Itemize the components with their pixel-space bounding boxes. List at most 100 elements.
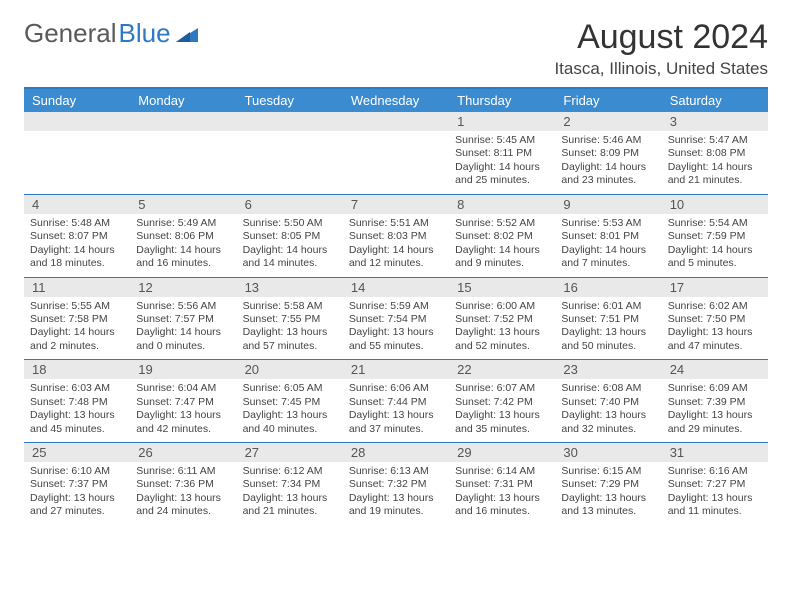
sunset-text: Sunset: 7:47 PM [136, 396, 230, 409]
sunset-text: Sunset: 7:51 PM [561, 313, 655, 326]
sunrise-text: Sunrise: 6:02 AM [668, 300, 762, 313]
daylight-text: Daylight: 13 hours and 29 minutes. [668, 409, 762, 436]
sunrise-text: Sunrise: 6:10 AM [30, 465, 124, 478]
day-number: 8 [449, 195, 555, 214]
sunset-text: Sunset: 8:01 PM [561, 230, 655, 243]
day-number: 13 [237, 278, 343, 297]
day-number: 22 [449, 360, 555, 379]
daylight-text: Daylight: 13 hours and 47 minutes. [668, 326, 762, 353]
day-cell: Sunrise: 5:54 AMSunset: 7:59 PMDaylight:… [662, 214, 768, 277]
sunset-text: Sunset: 7:48 PM [30, 396, 124, 409]
daylight-text: Daylight: 14 hours and 7 minutes. [561, 244, 655, 271]
sunrise-text: Sunrise: 6:08 AM [561, 382, 655, 395]
day-cell: Sunrise: 6:01 AMSunset: 7:51 PMDaylight:… [555, 297, 661, 360]
sunrise-text: Sunrise: 6:16 AM [668, 465, 762, 478]
day-number: 21 [343, 360, 449, 379]
day-cell: Sunrise: 6:04 AMSunset: 7:47 PMDaylight:… [130, 379, 236, 442]
sunset-text: Sunset: 7:39 PM [668, 396, 762, 409]
sunset-text: Sunset: 8:11 PM [455, 147, 549, 160]
day-cell: Sunrise: 5:55 AMSunset: 7:58 PMDaylight:… [24, 297, 130, 360]
daylight-text: Daylight: 13 hours and 24 minutes. [136, 492, 230, 519]
day-cell [237, 131, 343, 194]
day-cell: Sunrise: 5:51 AMSunset: 8:03 PMDaylight:… [343, 214, 449, 277]
daylight-text: Daylight: 13 hours and 40 minutes. [243, 409, 337, 436]
sunrise-text: Sunrise: 6:15 AM [561, 465, 655, 478]
sunrise-text: Sunrise: 6:00 AM [455, 300, 549, 313]
day-number: 5 [130, 195, 236, 214]
sunrise-text: Sunrise: 5:47 AM [668, 134, 762, 147]
cell-row: Sunrise: 6:03 AMSunset: 7:48 PMDaylight:… [24, 379, 768, 442]
day-cell: Sunrise: 5:53 AMSunset: 8:01 PMDaylight:… [555, 214, 661, 277]
daylight-text: Daylight: 13 hours and 57 minutes. [243, 326, 337, 353]
day-number [130, 112, 236, 131]
day-number: 4 [24, 195, 130, 214]
day-cell: Sunrise: 6:03 AMSunset: 7:48 PMDaylight:… [24, 379, 130, 442]
daylight-text: Daylight: 13 hours and 52 minutes. [455, 326, 549, 353]
page-root: GeneralBlue August 2024 Itasca, Illinois… [0, 0, 792, 541]
sunset-text: Sunset: 8:02 PM [455, 230, 549, 243]
day-cell: Sunrise: 5:56 AMSunset: 7:57 PMDaylight:… [130, 297, 236, 360]
day-number [343, 112, 449, 131]
cell-row: Sunrise: 5:48 AMSunset: 8:07 PMDaylight:… [24, 214, 768, 277]
daylight-text: Daylight: 13 hours and 45 minutes. [30, 409, 124, 436]
sunrise-text: Sunrise: 5:45 AM [455, 134, 549, 147]
daylight-text: Daylight: 14 hours and 25 minutes. [455, 161, 549, 188]
sunset-text: Sunset: 7:40 PM [561, 396, 655, 409]
daylight-text: Daylight: 14 hours and 23 minutes. [561, 161, 655, 188]
sunrise-text: Sunrise: 5:54 AM [668, 217, 762, 230]
day-cell: Sunrise: 6:10 AMSunset: 7:37 PMDaylight:… [24, 462, 130, 525]
cell-row: Sunrise: 5:55 AMSunset: 7:58 PMDaylight:… [24, 297, 768, 360]
daylight-text: Daylight: 13 hours and 27 minutes. [30, 492, 124, 519]
day-header: Saturday [662, 89, 768, 112]
day-cell: Sunrise: 5:45 AMSunset: 8:11 PMDaylight:… [449, 131, 555, 194]
day-number: 20 [237, 360, 343, 379]
day-cell: Sunrise: 6:13 AMSunset: 7:32 PMDaylight:… [343, 462, 449, 525]
daylight-text: Daylight: 14 hours and 2 minutes. [30, 326, 124, 353]
sunrise-text: Sunrise: 6:09 AM [668, 382, 762, 395]
day-header-row: Sunday Monday Tuesday Wednesday Thursday… [24, 89, 768, 112]
sunrise-text: Sunrise: 5:48 AM [30, 217, 124, 230]
sunset-text: Sunset: 8:08 PM [668, 147, 762, 160]
day-cell: Sunrise: 6:06 AMSunset: 7:44 PMDaylight:… [343, 379, 449, 442]
daylight-text: Daylight: 14 hours and 12 minutes. [349, 244, 443, 271]
sunrise-text: Sunrise: 5:53 AM [561, 217, 655, 230]
day-cell: Sunrise: 5:58 AMSunset: 7:55 PMDaylight:… [237, 297, 343, 360]
daylight-text: Daylight: 13 hours and 32 minutes. [561, 409, 655, 436]
cell-row: Sunrise: 6:10 AMSunset: 7:37 PMDaylight:… [24, 462, 768, 525]
logo-text-2: Blue [119, 18, 171, 49]
sunset-text: Sunset: 7:59 PM [668, 230, 762, 243]
daylight-text: Daylight: 13 hours and 42 minutes. [136, 409, 230, 436]
day-cell: Sunrise: 6:11 AMSunset: 7:36 PMDaylight:… [130, 462, 236, 525]
daylight-text: Daylight: 14 hours and 16 minutes. [136, 244, 230, 271]
day-number: 1 [449, 112, 555, 131]
sunrise-text: Sunrise: 5:59 AM [349, 300, 443, 313]
sunset-text: Sunset: 7:31 PM [455, 478, 549, 491]
daylight-text: Daylight: 13 hours and 19 minutes. [349, 492, 443, 519]
day-number: 7 [343, 195, 449, 214]
daynum-row: 25262728293031 [24, 442, 768, 462]
sunset-text: Sunset: 7:57 PM [136, 313, 230, 326]
sunrise-text: Sunrise: 5:58 AM [243, 300, 337, 313]
sunset-text: Sunset: 7:50 PM [668, 313, 762, 326]
daylight-text: Daylight: 13 hours and 21 minutes. [243, 492, 337, 519]
sunrise-text: Sunrise: 6:07 AM [455, 382, 549, 395]
day-header: Monday [130, 89, 236, 112]
day-cell: Sunrise: 6:08 AMSunset: 7:40 PMDaylight:… [555, 379, 661, 442]
day-number: 3 [662, 112, 768, 131]
daylight-text: Daylight: 14 hours and 18 minutes. [30, 244, 124, 271]
sunset-text: Sunset: 7:54 PM [349, 313, 443, 326]
day-number: 24 [662, 360, 768, 379]
day-cell: Sunrise: 5:52 AMSunset: 8:02 PMDaylight:… [449, 214, 555, 277]
day-number: 10 [662, 195, 768, 214]
day-number [24, 112, 130, 131]
day-cell: Sunrise: 5:50 AMSunset: 8:05 PMDaylight:… [237, 214, 343, 277]
sunset-text: Sunset: 8:06 PM [136, 230, 230, 243]
sunrise-text: Sunrise: 5:51 AM [349, 217, 443, 230]
daylight-text: Daylight: 14 hours and 14 minutes. [243, 244, 337, 271]
day-number: 11 [24, 278, 130, 297]
day-cell: Sunrise: 5:47 AMSunset: 8:08 PMDaylight:… [662, 131, 768, 194]
sunrise-text: Sunrise: 5:55 AM [30, 300, 124, 313]
sunrise-text: Sunrise: 6:04 AM [136, 382, 230, 395]
daylight-text: Daylight: 13 hours and 13 minutes. [561, 492, 655, 519]
day-number: 14 [343, 278, 449, 297]
